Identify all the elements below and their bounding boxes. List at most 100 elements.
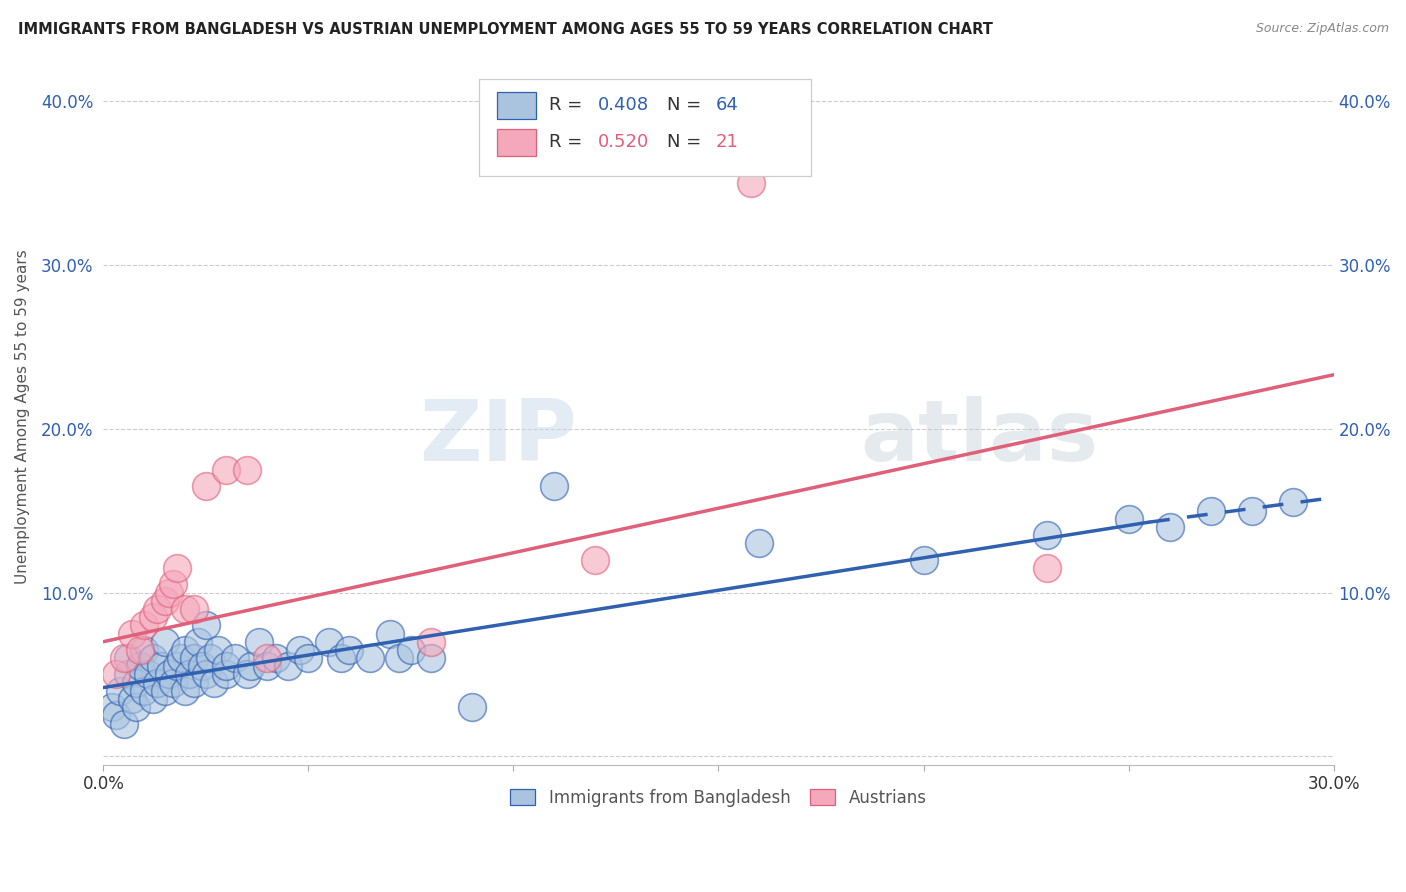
Text: 0.408: 0.408 (598, 95, 650, 113)
Point (198, 651, 221, 665)
Point (170, 651, 193, 665)
Point (585, 553, 607, 567)
FancyBboxPatch shape (478, 79, 811, 177)
Text: R =: R = (548, 95, 588, 113)
Point (543, 479, 565, 493)
Point (166, 659, 188, 673)
Point (187, 634, 209, 648)
Point (236, 463, 259, 477)
Point (420, 634, 443, 648)
Point (174, 602, 197, 616)
Text: 64: 64 (716, 95, 740, 113)
Text: Source: ZipAtlas.com: Source: ZipAtlas.com (1256, 22, 1389, 36)
Point (194, 618, 217, 632)
Point (141, 692, 163, 706)
Point (215, 667, 238, 681)
Point (1199, 504, 1222, 518)
Text: 0.520: 0.520 (598, 133, 650, 151)
Point (121, 692, 143, 706)
Point (117, 667, 139, 681)
Point (141, 610, 163, 624)
Point (166, 561, 188, 575)
Point (179, 667, 201, 681)
Point (236, 667, 259, 681)
Point (1159, 520, 1181, 534)
Point (134, 683, 156, 698)
Point (100, 700, 122, 714)
FancyBboxPatch shape (498, 92, 537, 119)
Point (138, 667, 160, 681)
Text: 21: 21 (716, 133, 740, 151)
Point (104, 708, 127, 723)
Point (129, 643, 152, 657)
Point (125, 700, 148, 714)
Text: N =: N = (666, 133, 707, 151)
Point (318, 634, 340, 648)
Point (134, 618, 156, 632)
Point (112, 651, 135, 665)
Point (108, 683, 131, 698)
Point (194, 667, 217, 681)
Point (461, 700, 484, 714)
Point (359, 651, 381, 665)
Point (1035, 528, 1057, 542)
Y-axis label: Unemployment Among Ages 55 to 59 years: Unemployment Among Ages 55 to 59 years (15, 249, 30, 584)
Point (112, 716, 135, 731)
Point (1118, 512, 1140, 526)
Text: R =: R = (548, 133, 588, 151)
Point (239, 659, 262, 673)
Point (388, 651, 411, 665)
Point (183, 651, 205, 665)
Point (740, 176, 762, 190)
Point (153, 683, 176, 698)
Point (256, 651, 278, 665)
Point (153, 593, 176, 607)
Point (145, 602, 167, 616)
Point (157, 667, 180, 681)
Point (149, 659, 172, 673)
Point (748, 536, 770, 550)
Point (121, 626, 143, 640)
Point (339, 643, 361, 657)
Point (174, 683, 197, 698)
Legend: Immigrants from Bangladesh, Austrians: Immigrants from Bangladesh, Austrians (502, 780, 935, 815)
Point (420, 651, 443, 665)
Point (134, 643, 156, 657)
Point (256, 659, 278, 673)
Point (202, 675, 225, 690)
Point (330, 651, 353, 665)
Point (183, 602, 205, 616)
Point (145, 675, 167, 690)
Point (1035, 561, 1057, 575)
Text: atlas: atlas (860, 396, 1098, 479)
Point (247, 634, 270, 648)
Point (912, 553, 935, 567)
Point (174, 643, 197, 657)
Point (277, 659, 299, 673)
Text: ZIP: ZIP (419, 396, 576, 479)
Point (162, 577, 184, 591)
Point (290, 643, 312, 657)
Point (190, 659, 212, 673)
FancyBboxPatch shape (498, 129, 537, 155)
Point (104, 667, 127, 681)
Point (207, 643, 229, 657)
Point (215, 659, 238, 673)
Point (117, 651, 139, 665)
Point (183, 675, 205, 690)
Point (141, 651, 163, 665)
Point (1240, 504, 1263, 518)
Point (399, 643, 422, 657)
Point (215, 463, 238, 477)
Point (224, 651, 246, 665)
Point (194, 479, 217, 493)
Point (297, 651, 319, 665)
Point (157, 585, 180, 599)
Point (129, 659, 152, 673)
Point (162, 675, 184, 690)
Text: IMMIGRANTS FROM BANGLADESH VS AUSTRIAN UNEMPLOYMENT AMONG AGES 55 TO 59 YEARS CO: IMMIGRANTS FROM BANGLADESH VS AUSTRIAN U… (18, 22, 993, 37)
Point (380, 626, 402, 640)
Point (1281, 495, 1303, 509)
Point (264, 651, 287, 665)
Point (125, 675, 148, 690)
